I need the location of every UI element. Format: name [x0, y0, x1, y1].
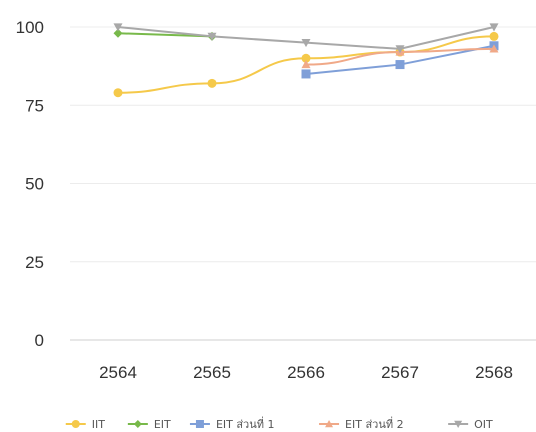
legend-item: EIT [127, 418, 171, 431]
legend-swatch-marker [133, 420, 142, 428]
x-tick-label: 2568 [475, 363, 513, 382]
series-lines [113, 23, 499, 98]
x-tick-label: 2567 [381, 363, 419, 382]
series-4-point [489, 23, 499, 32]
y-tick-label: 75 [25, 96, 44, 115]
series-3-point [489, 44, 499, 53]
series-4-point [113, 23, 123, 32]
legend-label: EIT ส่วนที่ 1 [216, 416, 275, 431]
series-0-point [207, 78, 217, 88]
legend-label: OIT [474, 418, 493, 431]
y-tick-label: 50 [25, 175, 44, 194]
legend: IIT EIT EIT ส่วนที่ 1 EIT ส่วนที่ 2 OIT [65, 416, 493, 431]
y-tick-label: 100 [16, 18, 44, 37]
y-tick-label: 25 [25, 253, 44, 272]
legend-swatch-marker [71, 420, 80, 428]
series-4 [113, 23, 499, 54]
series-2-point [395, 60, 405, 70]
gridlines [70, 26, 536, 263]
legend-swatch-marker [454, 420, 463, 428]
series-3-point [301, 60, 311, 69]
series-4-point [395, 45, 405, 54]
legend-item: OIT [448, 418, 493, 431]
legend-swatch-marker [195, 420, 204, 428]
y-tick-label: 0 [35, 331, 44, 350]
x-tick-label: 2564 [99, 363, 137, 382]
legend-label: EIT [154, 418, 171, 431]
legend-item: IIT [65, 418, 105, 431]
axes: 0 25 50 75 100 2564 2565 2566 2567 2568 [16, 18, 536, 382]
series-0-point [113, 88, 123, 98]
series-4-point [301, 39, 311, 48]
series-1-line [117, 32, 213, 38]
series-0-point [301, 53, 311, 63]
series-2-point [301, 69, 311, 79]
series-0-point [489, 31, 499, 41]
legend-label: IIT [92, 418, 105, 431]
legend-label: EIT ส่วนที่ 2 [345, 416, 404, 431]
series-4-point [207, 32, 217, 41]
legend-item: EIT ส่วนที่ 1 [189, 416, 275, 431]
legend-item: EIT ส่วนที่ 2 [319, 416, 404, 431]
x-tick-label: 2565 [193, 363, 231, 382]
x-tick-label: 2566 [287, 363, 325, 382]
series-1-point [113, 28, 123, 38]
legend-swatch-marker [325, 420, 334, 428]
